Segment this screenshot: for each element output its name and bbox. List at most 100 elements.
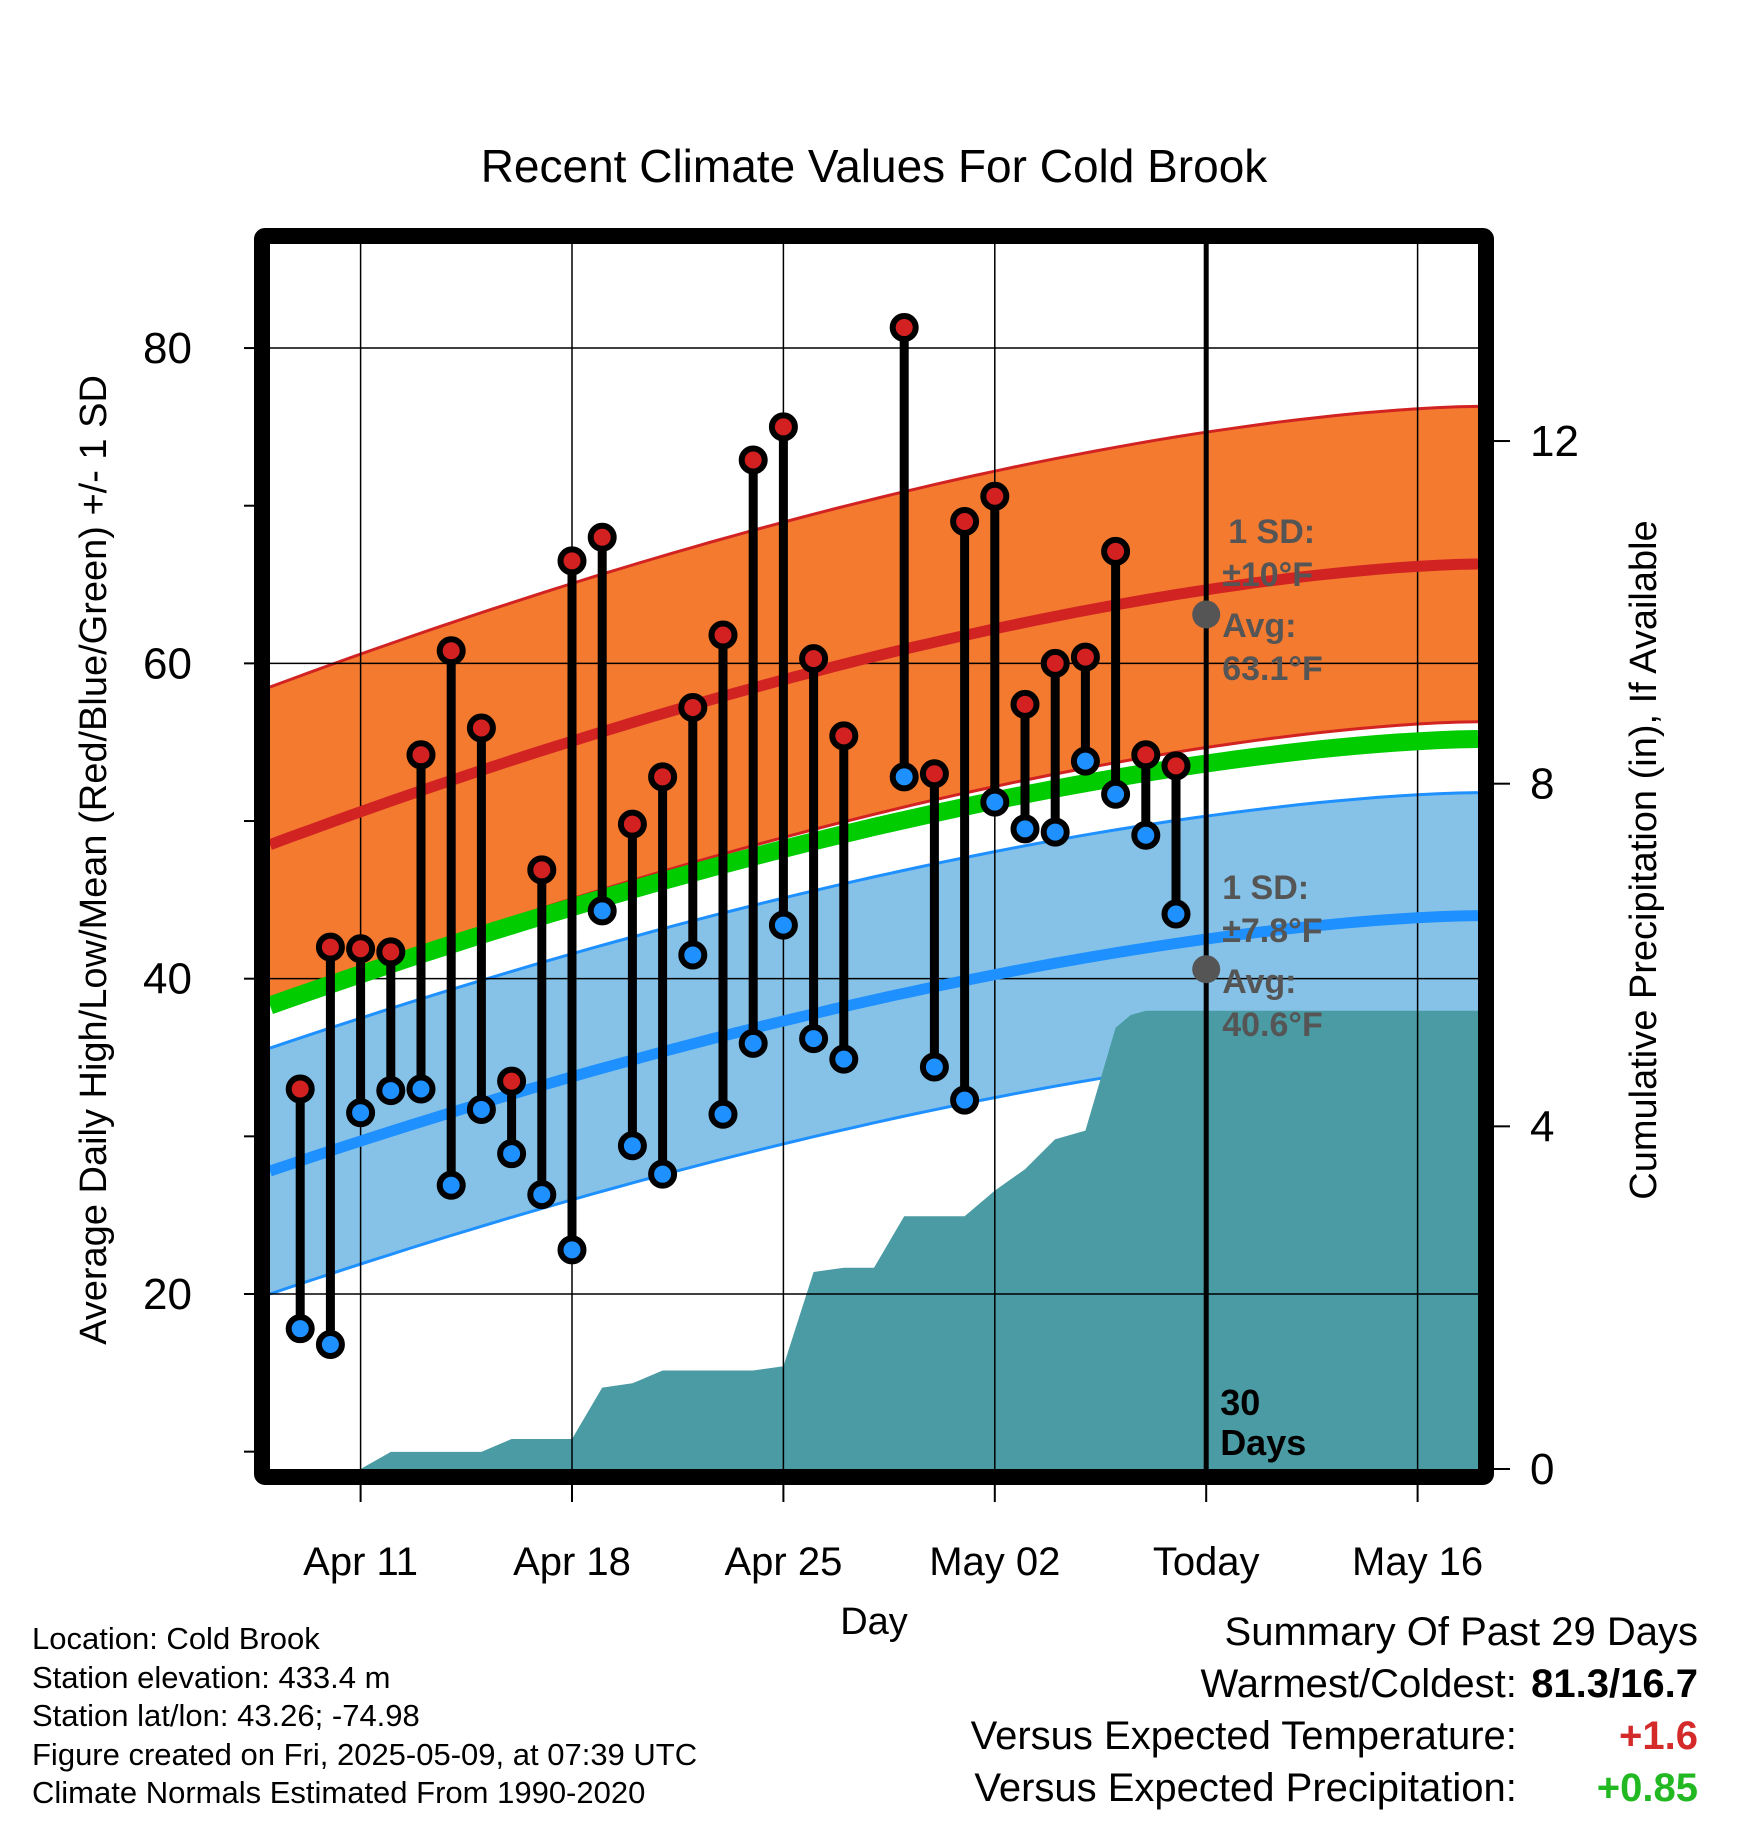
daily-high-point [950, 506, 980, 536]
daily-high-point [527, 855, 557, 885]
station-elevation: Station elevation: 433.4 m [32, 1659, 391, 1695]
y-tick-label: 20 [143, 1270, 192, 1319]
high-avg-value: 63.1°F [1222, 650, 1323, 688]
climate-normals-note: Climate Normals Estimated From 1990-2020 [32, 1775, 646, 1810]
daily-low-point [285, 1314, 315, 1344]
daily-low-point [436, 1170, 466, 1200]
today-days-number: 30 [1220, 1382, 1260, 1423]
daily-low-point [829, 1044, 859, 1074]
station-latlon: Station lat/lon: 43.26; -74.98 [32, 1698, 420, 1733]
today-days-word: Days [1220, 1422, 1306, 1463]
summary-warmest-row: Warmest/Coldest: 81.3/16.7 [971, 1658, 1699, 1710]
daily-high-point [346, 934, 376, 964]
daily-low-point [466, 1095, 496, 1125]
daily-low-point [315, 1329, 345, 1359]
daily-low-point [768, 910, 798, 940]
precip-area [360, 1010, 1479, 1469]
normal-high-line [268, 558, 1479, 850]
x-tick-label: May 16 [1352, 1540, 1483, 1584]
figure-created: Figure created on Fri, 2025-05-09, at 07… [32, 1736, 698, 1772]
daily-low-point [1070, 746, 1100, 776]
daily-low-point [1101, 779, 1131, 809]
daily-high-point [376, 937, 406, 967]
low-avg-label: Avg: [1222, 963, 1296, 1001]
daily-high-point [587, 522, 617, 552]
daily-high-point [648, 762, 678, 792]
normal-high-band-upper-edge [269, 404, 1479, 689]
high-avg-marker [1192, 600, 1221, 629]
daily-low-point [648, 1159, 678, 1189]
daily-high-point [497, 1066, 527, 1096]
daily-high-point [285, 1074, 315, 1104]
daily-high-point [557, 546, 587, 576]
daily-high-point [678, 693, 708, 723]
daily-low-point [1131, 820, 1161, 850]
warmest-label: Warmest/Coldest: [1200, 1662, 1517, 1706]
daily-high-point [1101, 536, 1131, 566]
daily-high-point [768, 412, 798, 442]
daily-high-point [1131, 740, 1161, 770]
high-sd-label: 1 SD: [1228, 513, 1315, 551]
daily-low-point [799, 1024, 829, 1054]
precip-anomaly-value: +0.85 [1596, 1766, 1698, 1810]
x-tick-label: Apr 18 [513, 1540, 631, 1584]
high-avg-label: Avg: [1222, 607, 1296, 645]
station-info: Location: Cold Brook Station elevation: … [32, 1620, 697, 1813]
daily-low-point [587, 896, 617, 926]
y2-tick-label: 8 [1530, 760, 1554, 809]
daily-high-point [799, 644, 829, 674]
normal-mean-line [267, 730, 1479, 1014]
y2-tick-label: 0 [1530, 1445, 1554, 1494]
daily-low-point [708, 1099, 738, 1129]
daily-low-point [889, 762, 919, 792]
summary-temp-row: Versus Expected Temperature: +1.6 [971, 1710, 1698, 1762]
daily-low-point [617, 1131, 647, 1161]
daily-high-point [406, 740, 436, 770]
x-axis-label: Day [840, 1601, 908, 1643]
y2-tick-label: 4 [1530, 1102, 1554, 1151]
plot-area: 1 SD: ±10°F Avg: 63.1°F 1 SD: ±7.8°F Avg: 40.6°… [143, 228, 1579, 1584]
daily-low-point [738, 1028, 768, 1058]
station-location: Location: Cold Brook [32, 1621, 320, 1656]
low-avg-marker [1192, 955, 1221, 984]
daily-high-point [708, 620, 738, 650]
y-tick-label: 40 [143, 955, 192, 1004]
daily-low-point [376, 1076, 406, 1106]
plot-frame [254, 228, 1494, 1485]
low-avg-value: 40.6°F [1222, 1006, 1323, 1044]
y-tick-label: 80 [143, 324, 192, 373]
daily-low-point [1161, 899, 1191, 929]
daily-high-point [1040, 648, 1070, 678]
daily-low-point [1010, 814, 1040, 844]
temp-label: Versus Expected Temperature: [970, 1714, 1517, 1758]
daily-high-point [436, 636, 466, 666]
summary-panel: Summary Of Past 29 Days Warmest/Coldest:… [971, 1606, 1698, 1814]
daily-low-point [497, 1139, 527, 1169]
daily-high-point [1070, 642, 1100, 672]
x-tick-label: Apr 11 [303, 1540, 418, 1584]
daily-low-point [980, 787, 1010, 817]
daily-high-point [1010, 689, 1040, 719]
daily-low-point [557, 1235, 587, 1265]
high-sd-value: ±10°F [1222, 556, 1313, 594]
x-tick-label: Today [1153, 1540, 1260, 1584]
daily-high-point [1161, 751, 1191, 781]
precip-label: Versus Expected Precipitation: [974, 1766, 1517, 1810]
daily-low-point [406, 1074, 436, 1104]
y2-axis-label: Cumulative Precipitation (in), If Availa… [1623, 520, 1665, 1199]
x-tick-label: May 02 [929, 1540, 1060, 1584]
daily-high-point [315, 932, 345, 962]
daily-low-point [919, 1052, 949, 1082]
warmest-value: 81.3/16.7 [1531, 1662, 1698, 1706]
summary-precip-row: Versus Expected Precipitation: +0.85 [971, 1762, 1698, 1814]
low-sd-value: ±7.8°F [1222, 912, 1322, 950]
daily-high-point [617, 809, 647, 839]
y-tick-label: 60 [143, 639, 192, 688]
daily-low-point [346, 1098, 376, 1128]
y-axis-label: Average Daily High/Low/Mean (Red/Blue/Gr… [73, 375, 115, 1345]
daily-high-point [466, 713, 496, 743]
y2-tick-label: 12 [1530, 417, 1579, 466]
x-tick-label: Apr 25 [724, 1540, 842, 1584]
daily-low-point [527, 1180, 557, 1210]
low-sd-label: 1 SD: [1222, 869, 1309, 907]
